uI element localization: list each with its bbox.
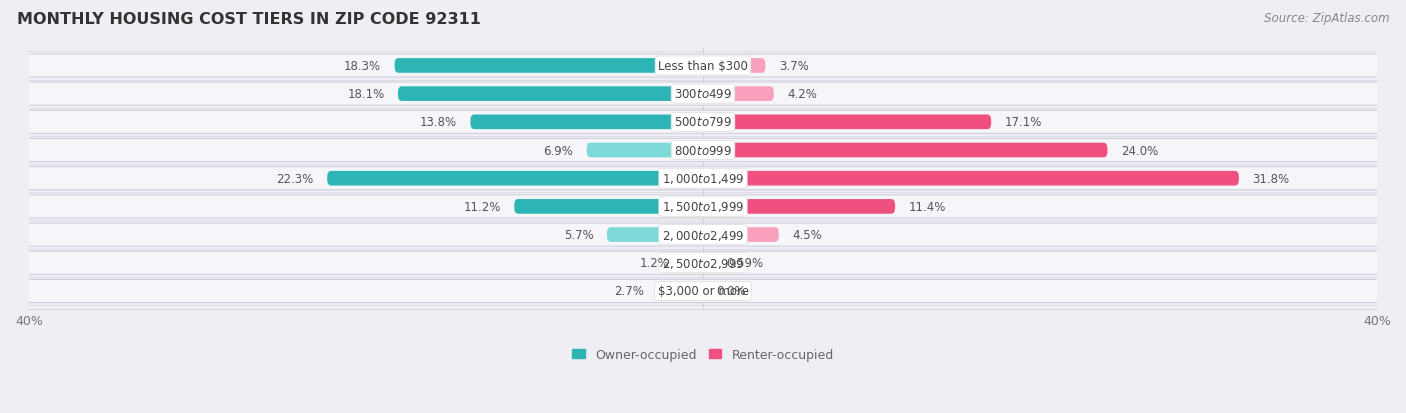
Text: 3.7%: 3.7%	[779, 60, 808, 73]
FancyBboxPatch shape	[13, 167, 1393, 190]
Text: $300 to $499: $300 to $499	[673, 88, 733, 101]
Text: MONTHLY HOUSING COST TIERS IN ZIP CODE 92311: MONTHLY HOUSING COST TIERS IN ZIP CODE 9…	[17, 12, 481, 27]
Text: Less than $300: Less than $300	[658, 60, 748, 73]
FancyBboxPatch shape	[13, 55, 1393, 78]
FancyBboxPatch shape	[703, 115, 991, 130]
FancyBboxPatch shape	[586, 143, 703, 158]
FancyBboxPatch shape	[328, 171, 703, 186]
FancyBboxPatch shape	[398, 87, 703, 102]
Text: 2.7%: 2.7%	[614, 285, 644, 298]
Text: 4.5%: 4.5%	[793, 228, 823, 242]
Text: Source: ZipAtlas.com: Source: ZipAtlas.com	[1264, 12, 1389, 25]
Text: 18.1%: 18.1%	[347, 88, 384, 101]
FancyBboxPatch shape	[703, 87, 773, 102]
FancyBboxPatch shape	[703, 59, 765, 74]
FancyBboxPatch shape	[607, 228, 703, 242]
FancyBboxPatch shape	[13, 139, 1393, 162]
FancyBboxPatch shape	[13, 83, 1393, 106]
FancyBboxPatch shape	[703, 143, 1108, 158]
FancyBboxPatch shape	[515, 199, 703, 214]
Text: $500 to $799: $500 to $799	[673, 116, 733, 129]
Text: 22.3%: 22.3%	[277, 172, 314, 185]
Text: 13.8%: 13.8%	[420, 116, 457, 129]
Text: 0.0%: 0.0%	[717, 285, 747, 298]
FancyBboxPatch shape	[703, 199, 896, 214]
Text: 0.59%: 0.59%	[727, 256, 763, 270]
Text: 31.8%: 31.8%	[1253, 172, 1289, 185]
FancyBboxPatch shape	[683, 256, 703, 271]
Text: 17.1%: 17.1%	[1005, 116, 1042, 129]
FancyBboxPatch shape	[13, 195, 1393, 218]
Text: 6.9%: 6.9%	[543, 144, 574, 157]
Text: $2,000 to $2,499: $2,000 to $2,499	[662, 228, 744, 242]
Text: $2,500 to $2,999: $2,500 to $2,999	[662, 256, 744, 270]
Text: $800 to $999: $800 to $999	[673, 144, 733, 157]
FancyBboxPatch shape	[13, 280, 1393, 303]
FancyBboxPatch shape	[658, 284, 703, 299]
FancyBboxPatch shape	[703, 171, 1239, 186]
FancyBboxPatch shape	[395, 59, 703, 74]
FancyBboxPatch shape	[703, 256, 713, 271]
FancyBboxPatch shape	[13, 223, 1393, 247]
FancyBboxPatch shape	[13, 111, 1393, 134]
FancyBboxPatch shape	[13, 252, 1393, 275]
Text: $1,500 to $1,999: $1,500 to $1,999	[662, 200, 744, 214]
Text: 11.2%: 11.2%	[464, 200, 501, 214]
FancyBboxPatch shape	[471, 115, 703, 130]
Text: 18.3%: 18.3%	[344, 60, 381, 73]
Legend: Owner-occupied, Renter-occupied: Owner-occupied, Renter-occupied	[572, 348, 834, 361]
Text: 5.7%: 5.7%	[564, 228, 593, 242]
Text: 4.2%: 4.2%	[787, 88, 817, 101]
Text: 24.0%: 24.0%	[1121, 144, 1159, 157]
Text: 11.4%: 11.4%	[908, 200, 946, 214]
Text: 1.2%: 1.2%	[640, 256, 669, 270]
Text: $1,000 to $1,499: $1,000 to $1,499	[662, 172, 744, 186]
Text: $3,000 or more: $3,000 or more	[658, 285, 748, 298]
FancyBboxPatch shape	[703, 228, 779, 242]
